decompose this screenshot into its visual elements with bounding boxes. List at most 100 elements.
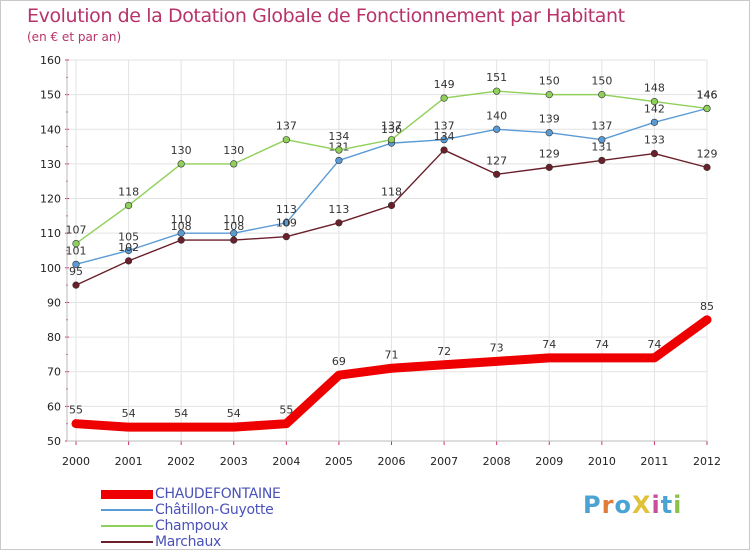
- data-label-chatillon-guyotte: 137: [434, 120, 455, 133]
- data-point-champoux: [124, 201, 133, 210]
- data-point-champoux: [387, 136, 396, 144]
- data-label-marchaux: 109: [276, 217, 297, 230]
- data-point-chatillon-guyotte: [335, 156, 343, 165]
- data-label-marchaux: 127: [486, 154, 507, 167]
- x-tick-label: 2006: [378, 455, 406, 468]
- y-tick-label: 140: [40, 123, 61, 136]
- legend-label: CHAUDEFONTAINE: [155, 486, 281, 502]
- data-point-champoux: [72, 239, 80, 248]
- data-label-chatillon-guyotte: 113: [276, 203, 297, 216]
- data-label-marchaux: 134: [434, 130, 455, 143]
- data-label-marchaux: 108: [223, 220, 244, 233]
- x-tick-label: 2011: [640, 455, 668, 468]
- x-tick-label: 2005: [325, 455, 353, 468]
- data-point-chatillon-guyotte: [124, 246, 133, 255]
- data-point-champoux: [282, 136, 290, 144]
- x-tick-label: 2003: [220, 455, 248, 468]
- data-label-champoux: 130: [223, 144, 244, 157]
- data-label-chatillon-guyotte: 140: [486, 109, 507, 122]
- data-point-marchaux: [703, 163, 711, 171]
- x-tick-label: 2004: [272, 455, 300, 468]
- data-point-champoux: [545, 91, 553, 99]
- x-tick-label: 2000: [62, 455, 90, 468]
- y-tick-label: 150: [40, 89, 61, 102]
- y-tick-label: 160: [40, 54, 61, 67]
- data-label-chaudefontaine: 74: [595, 338, 609, 351]
- data-label-champoux: 134: [328, 130, 349, 143]
- data-label-chatillon-guyotte: 146: [697, 88, 718, 101]
- data-label-champoux: 137: [381, 120, 402, 133]
- data-label-chaudefontaine: 69: [332, 355, 346, 368]
- legend-swatch: [101, 541, 153, 543]
- x-tick-label: 2007: [430, 455, 458, 468]
- x-tick-label: 2001: [115, 455, 143, 468]
- y-tick-label: 80: [47, 331, 61, 344]
- y-tick-label: 50: [47, 435, 61, 448]
- data-label-champoux: 146: [697, 88, 718, 101]
- data-point-marchaux: [335, 219, 343, 227]
- data-point-champoux: [440, 94, 448, 102]
- data-label-chaudefontaine: 54: [122, 407, 136, 420]
- data-label-champoux: 151: [486, 71, 507, 84]
- data-label-marchaux: 95: [69, 265, 83, 278]
- proxiti-logo: ProXiti: [583, 491, 683, 519]
- y-tick-label: 100: [40, 262, 61, 275]
- y-tick-label: 90: [47, 296, 61, 309]
- data-point-marchaux: [124, 257, 133, 265]
- data-label-chaudefontaine: 71: [385, 348, 399, 361]
- series-line-chaudefontaine: [71, 315, 712, 432]
- legend-item-champoux: Champoux: [101, 518, 361, 534]
- data-label-champoux: 130: [171, 144, 192, 157]
- data-label-chatillon-guyotte: 105: [118, 231, 139, 244]
- data-label-chatillon-guyotte: 137: [591, 120, 612, 133]
- legend-label: Châtillon-Guyotte: [155, 502, 274, 518]
- data-label-chaudefontaine: 72: [437, 345, 451, 358]
- data-point-chatillon-guyotte: [650, 118, 659, 126]
- data-point-chatillon-guyotte: [493, 125, 501, 133]
- legend-item-chatillon-guyotte: Châtillon-Guyotte: [101, 502, 361, 518]
- y-tick-label: 110: [40, 227, 61, 240]
- data-label-chatillon-guyotte: 101: [66, 244, 87, 257]
- legend-item-marchaux: Marchaux: [101, 534, 361, 550]
- data-label-chaudefontaine: 74: [542, 338, 556, 351]
- data-label-marchaux: 113: [328, 203, 349, 216]
- data-label-champoux: 150: [539, 75, 560, 88]
- data-label-chatillon-guyotte: 110: [223, 213, 244, 226]
- data-label-champoux: 137: [276, 120, 297, 133]
- data-label-champoux: 149: [434, 78, 455, 91]
- data-point-marchaux: [650, 149, 659, 158]
- plot-area: [67, 60, 707, 441]
- data-point-champoux: [230, 160, 238, 168]
- data-label-champoux: 118: [118, 185, 139, 198]
- data-point-champoux: [177, 160, 185, 168]
- y-tick-label: 120: [40, 193, 61, 206]
- data-label-marchaux: 129: [539, 147, 560, 160]
- y-tick-label: 60: [47, 400, 61, 413]
- legend-swatch: [101, 525, 153, 527]
- data-point-marchaux: [545, 163, 553, 171]
- data-label-marchaux: 133: [644, 134, 665, 147]
- data-label-chatillon-guyotte: 139: [539, 113, 560, 126]
- data-point-marchaux: [177, 236, 185, 244]
- data-point-chatillon-guyotte: [72, 260, 80, 268]
- data-label-chaudefontaine: 73: [490, 341, 504, 354]
- data-label-champoux: 148: [644, 82, 665, 95]
- x-tick-label: 2008: [483, 455, 511, 468]
- data-label-chaudefontaine: 55: [69, 404, 83, 417]
- data-label-chaudefontaine: 85: [700, 300, 714, 313]
- y-tick-label: 70: [47, 366, 61, 379]
- legend-swatch: [101, 509, 153, 511]
- data-point-champoux: [335, 146, 343, 154]
- data-point-chatillon-guyotte: [545, 129, 553, 137]
- data-label-champoux: 107: [66, 224, 87, 237]
- data-point-chatillon-guyotte: [440, 136, 448, 144]
- data-point-marchaux: [230, 236, 238, 244]
- data-point-chatillon-guyotte: [230, 229, 238, 237]
- chart-title: Evolution de la Dotation Globale de Fonc…: [27, 5, 625, 27]
- chart-subtitle: (en € et par an): [27, 30, 122, 44]
- legend-label: Champoux: [155, 518, 229, 534]
- data-point-chatillon-guyotte: [598, 136, 606, 144]
- data-point-marchaux: [598, 156, 606, 165]
- x-tick-label: 2012: [693, 455, 721, 468]
